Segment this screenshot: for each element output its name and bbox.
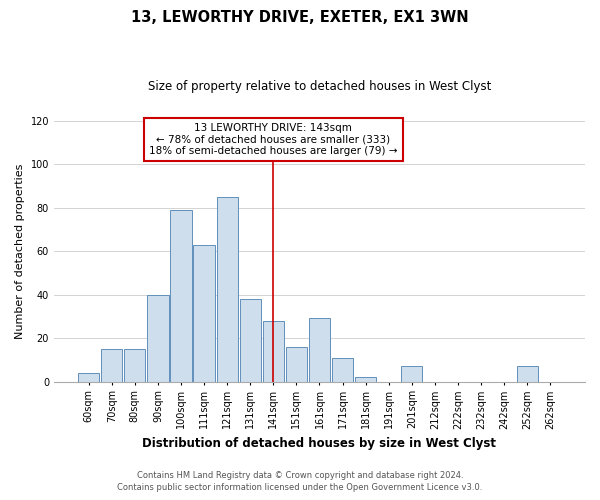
Bar xyxy=(147,294,169,382)
X-axis label: Distribution of detached houses by size in West Clyst: Distribution of detached houses by size … xyxy=(142,437,496,450)
Bar xyxy=(217,196,238,382)
Bar xyxy=(101,349,122,382)
Bar xyxy=(124,349,145,382)
Bar xyxy=(193,244,215,382)
Title: Size of property relative to detached houses in West Clyst: Size of property relative to detached ho… xyxy=(148,80,491,93)
Y-axis label: Number of detached properties: Number of detached properties xyxy=(15,164,25,338)
Bar xyxy=(286,346,307,382)
Bar xyxy=(517,366,538,382)
Bar xyxy=(263,320,284,382)
Bar xyxy=(401,366,422,382)
Text: 13, LEWORTHY DRIVE, EXETER, EX1 3WN: 13, LEWORTHY DRIVE, EXETER, EX1 3WN xyxy=(131,10,469,25)
Bar xyxy=(309,318,330,382)
Bar xyxy=(355,377,376,382)
Bar xyxy=(239,299,261,382)
Bar xyxy=(170,210,191,382)
Text: 13 LEWORTHY DRIVE: 143sqm
← 78% of detached houses are smaller (333)
18% of semi: 13 LEWORTHY DRIVE: 143sqm ← 78% of detac… xyxy=(149,122,398,156)
Bar xyxy=(332,358,353,382)
Bar xyxy=(78,373,99,382)
Text: Contains HM Land Registry data © Crown copyright and database right 2024.
Contai: Contains HM Land Registry data © Crown c… xyxy=(118,471,482,492)
